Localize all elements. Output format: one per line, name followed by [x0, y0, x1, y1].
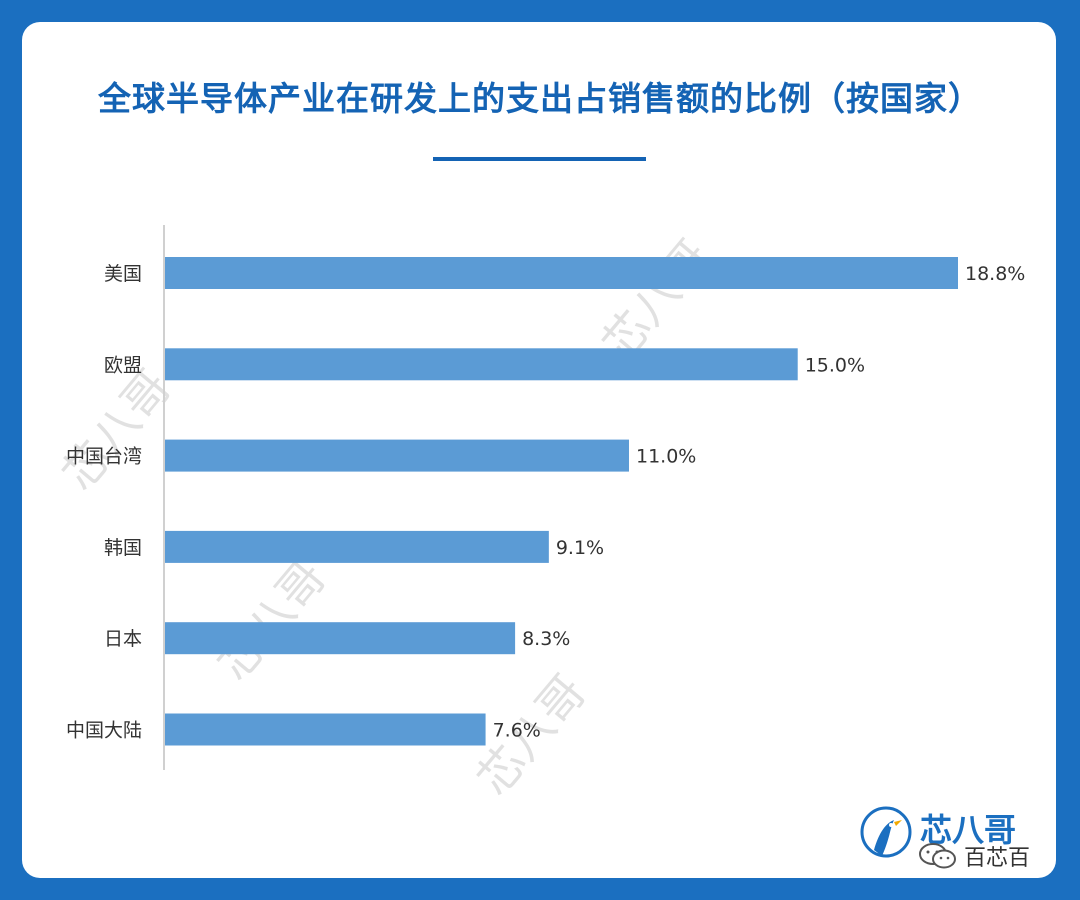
- data-label: 9.1%: [556, 537, 604, 559]
- bar: [165, 348, 798, 381]
- bar: [165, 439, 629, 472]
- brand-logo: 芯八哥: [860, 806, 1016, 864]
- wechat-account: 百芯百: [964, 846, 1031, 871]
- chart-title: 全球半导体产业在研发上的支出占销售额的比例（按国家）: [98, 79, 982, 118]
- logo-text: 芯八哥: [920, 811, 1017, 849]
- category-label: 美国: [104, 263, 142, 285]
- bar: [165, 713, 486, 746]
- category-label: 韩国: [104, 537, 142, 559]
- category-label: 日本: [104, 628, 142, 650]
- data-label: 7.6%: [493, 720, 541, 742]
- bar: [165, 257, 958, 289]
- title-underline: [433, 157, 646, 161]
- category-label: 中国台湾: [66, 446, 142, 468]
- data-label: 15.0%: [805, 354, 865, 376]
- category-label: 中国大陆: [66, 720, 142, 742]
- bird-logo-icon: [860, 806, 912, 858]
- data-label: 18.8%: [965, 263, 1025, 285]
- category-label: 欧盟: [104, 354, 142, 376]
- bar: [165, 530, 549, 563]
- bar: [165, 622, 516, 655]
- data-label: 8.3%: [522, 628, 570, 650]
- wechat-icon: [919, 843, 956, 869]
- data-label: 11.0%: [636, 446, 696, 468]
- wechat-badge: 百芯百: [918, 840, 1030, 872]
